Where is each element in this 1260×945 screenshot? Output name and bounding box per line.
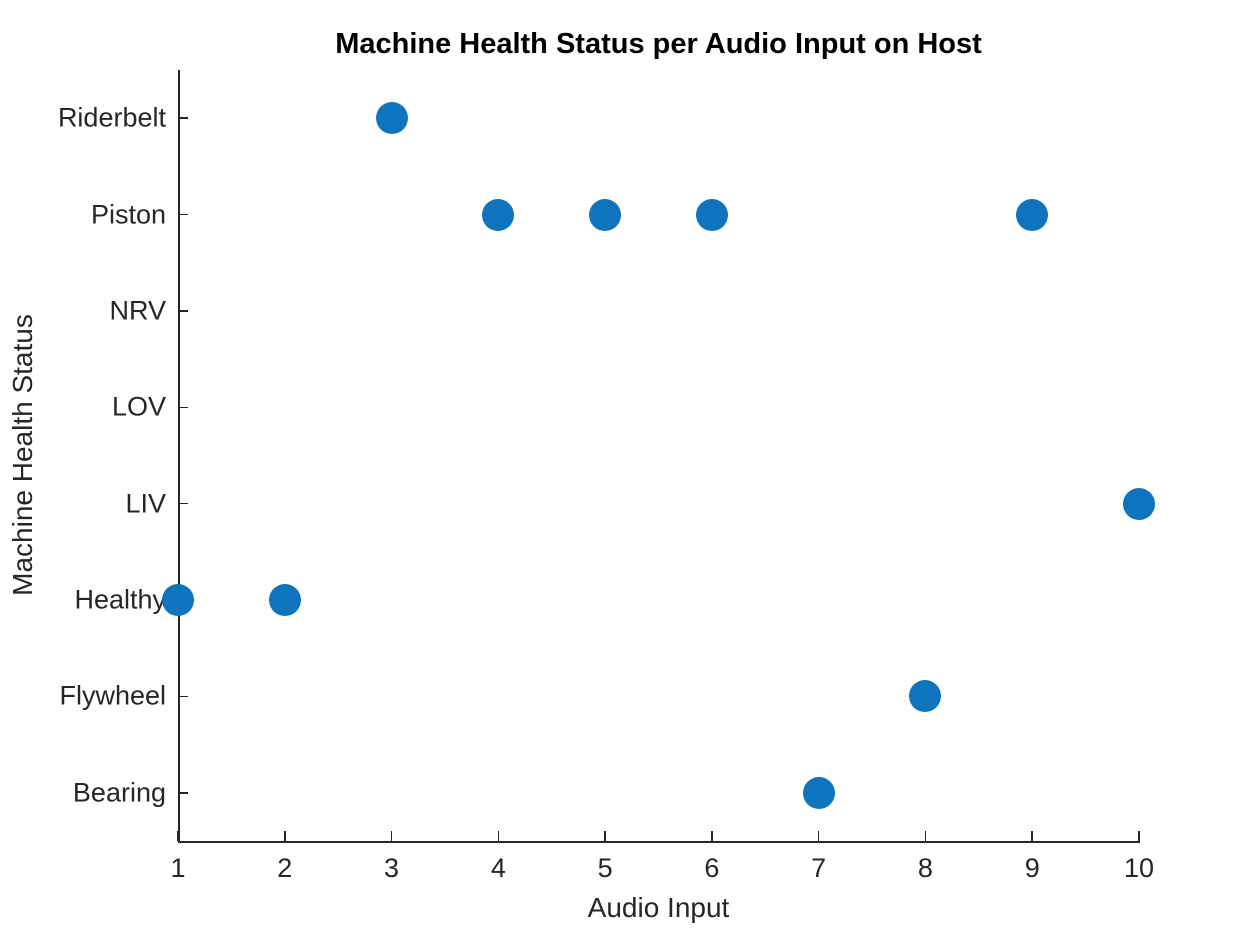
x-tick-label: 5 [597,853,613,883]
x-tick [1031,831,1034,841]
data-point [1123,487,1155,520]
x-tick [817,831,820,841]
data-point [1016,198,1049,231]
y-tick-label: Riderbelt [57,102,166,133]
data-point [695,198,728,231]
y-tick [178,695,188,698]
chart-title: Machine Health Status per Audio Input on… [335,28,982,60]
y-tick-label: Bearing [72,777,166,808]
y-tick-label: Piston [90,199,166,230]
data-point [802,776,835,809]
data-point [589,198,622,231]
data-point [375,102,408,135]
x-tick [177,831,179,841]
x-tick-label: 9 [1024,853,1040,883]
y-tick [178,117,188,119]
y-tick [178,502,188,505]
x-tick [604,831,606,841]
x-tick [1138,831,1140,841]
y-tick-label: Flywheel [59,680,166,711]
y-tick-label: LOV [111,391,166,422]
x-tick-label: 2 [277,853,293,883]
x-tick [390,831,393,841]
x-tick-label: 3 [384,853,400,883]
y-axis-label: Machine Health Status [7,314,38,596]
x-tick [924,831,927,841]
y-tick [178,406,188,409]
x-axis-label: Audio Input [587,892,730,923]
x-tick-label: 6 [704,853,720,883]
data-point [268,584,301,617]
x-tick-label: 10 [1123,853,1155,883]
x-tick [283,831,286,841]
data-point [162,584,194,617]
x-tick-label: 4 [490,853,506,883]
y-axis-line [178,70,180,842]
x-tick [497,831,500,841]
y-tick [178,310,188,312]
x-tick [711,831,713,841]
y-tick-label: LIV [125,488,166,519]
y-tick-label: Healthy [74,584,166,615]
x-tick-label: 1 [170,853,186,883]
x-axis-line [178,841,1140,843]
data-point [909,680,942,713]
y-tick [178,213,188,216]
y-tick-label: NRV [109,295,166,326]
data-point [482,198,515,231]
x-tick-label: 8 [917,853,933,883]
x-tick-label: 7 [811,853,827,883]
y-tick [178,792,188,794]
